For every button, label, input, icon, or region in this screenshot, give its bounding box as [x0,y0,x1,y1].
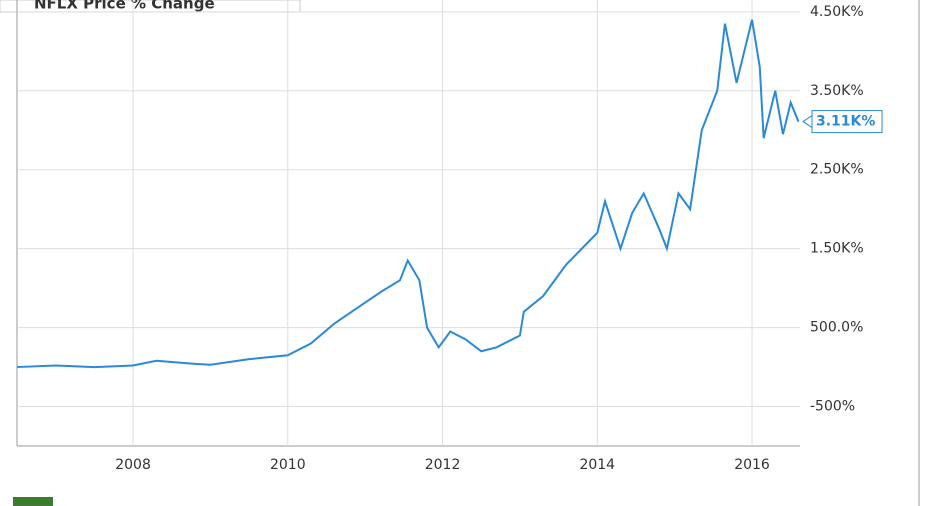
x-tick-label: 2016 [734,457,770,473]
line [16,19,800,369]
value-label: 3.11K% [816,114,875,130]
value-label-pointer [802,114,813,129]
logo [13,497,53,506]
plot-area [17,0,800,446]
y-tick-label: 3.50K% [810,83,864,99]
y-tick-label: -500% [810,399,855,415]
y-tick-label: 2.50K% [810,162,864,178]
chart-title: NFLX Price % Change [34,0,215,13]
x-tick-label: 2012 [425,457,461,473]
x-tick-label: 2008 [115,457,151,473]
x-tick-label: 2010 [270,457,306,473]
y-tick-label: 1.50K% [810,241,864,257]
y-tick-label: 500.0% [810,320,863,336]
y-tick-label: 4.50K% [810,4,864,20]
x-tick-label: 2014 [579,457,615,473]
